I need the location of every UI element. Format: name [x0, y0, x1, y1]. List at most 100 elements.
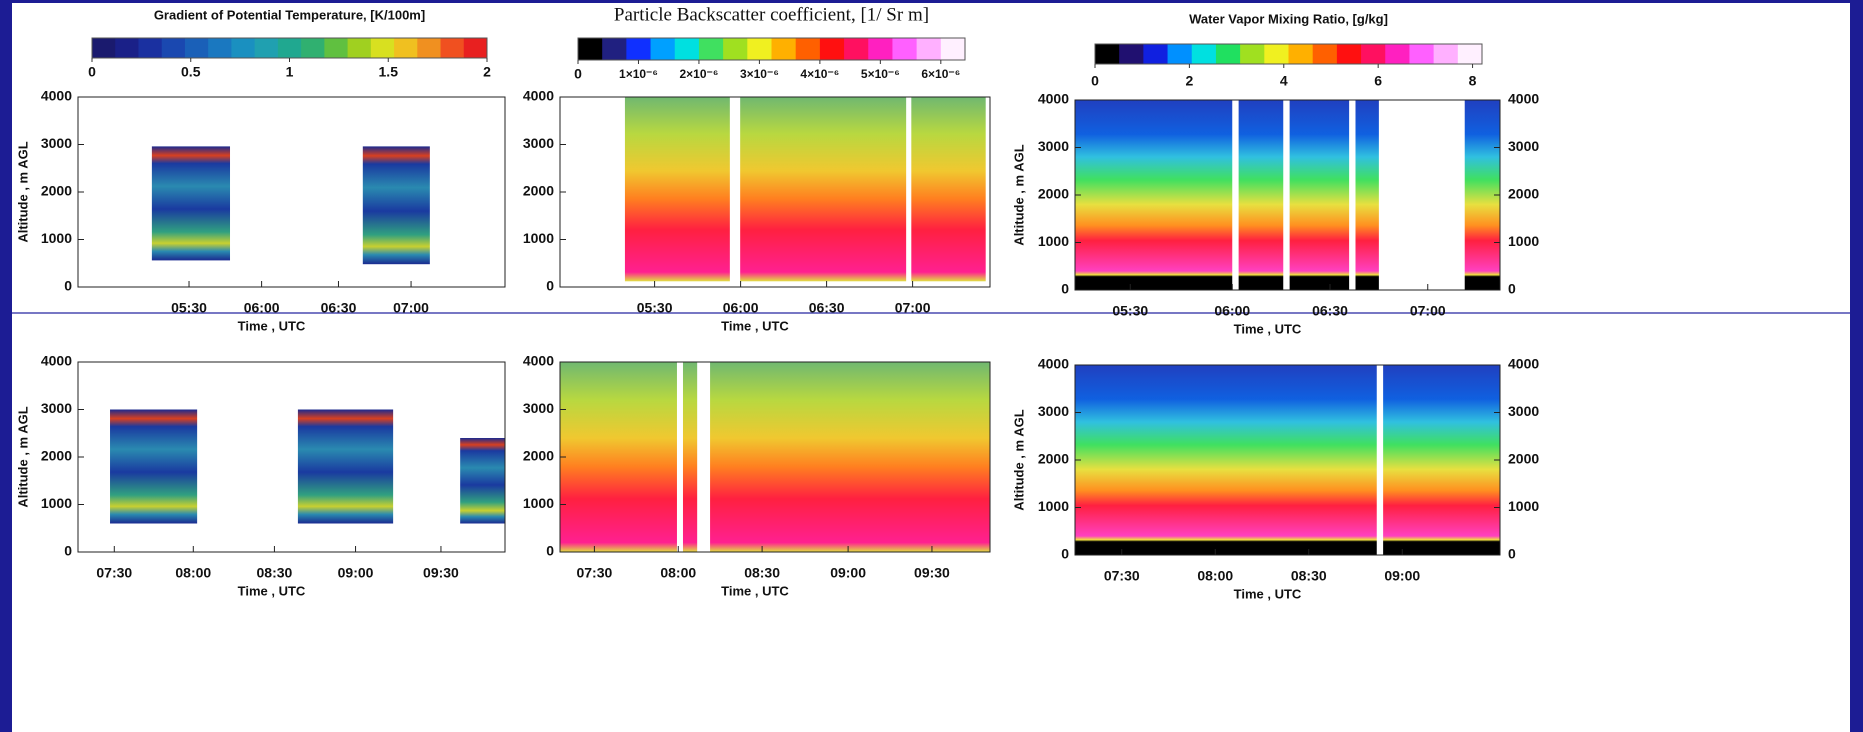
colorbar-swatch: [940, 38, 966, 60]
y-tick-label: 0: [64, 278, 72, 294]
field: [1075, 365, 1377, 555]
y2-tick-label: 1000: [1508, 233, 1539, 249]
colorbar-swatch: [723, 38, 748, 60]
colorbar-swatch: [602, 38, 627, 60]
x-tick-label: 09:00: [1384, 568, 1420, 584]
colorbar-swatch: [1215, 44, 1241, 64]
y2-tick-label: 4000: [1508, 91, 1539, 107]
x-tick-label: 06:00: [1214, 303, 1250, 319]
x-tick-label: 08:00: [1197, 568, 1233, 584]
x-tick-label: 07:00: [393, 300, 429, 316]
colorbar-swatch: [626, 38, 652, 60]
field: [682, 362, 698, 552]
x-tick-label: 09:00: [338, 565, 374, 581]
x-tick-label: 07:00: [1410, 303, 1446, 319]
y-tick-label: 2000: [41, 183, 72, 199]
colorbar-tick-label: 0: [88, 64, 96, 80]
colorbar-swatch: [1240, 44, 1265, 64]
y-tick-label: 0: [64, 543, 72, 559]
field: [911, 97, 986, 282]
y2-tick-label: 2000: [1508, 186, 1539, 202]
field: [362, 146, 430, 265]
x-tick-label: 08:00: [175, 565, 211, 581]
colorbar-swatch: [161, 38, 186, 58]
x-tick-label: 08:30: [257, 565, 293, 581]
colorbar-tick-label: 2: [483, 64, 491, 80]
y2-tick-label: 4000: [1508, 356, 1539, 372]
x-tick-label: 05:30: [171, 300, 207, 316]
colorbar-tick-label: 1.5: [379, 64, 399, 80]
field: [624, 97, 730, 282]
x-axis-label: Time , UTC: [238, 318, 306, 333]
colorbar-frame: [577, 37, 966, 61]
field: [110, 409, 198, 524]
x-tick-label: 07:30: [96, 565, 132, 581]
y-tick-label: 2000: [523, 448, 554, 464]
x-axis-label: Time , UTC: [1234, 321, 1302, 336]
colorbar-swatch: [844, 38, 869, 60]
field: [1238, 100, 1284, 290]
y-tick-label: 3000: [41, 135, 72, 151]
colorbar-swatch: [1119, 44, 1144, 64]
colorbar-swatch: [254, 38, 279, 58]
colorbar-title: Particle Backscatter coefficient, [1/ Sr…: [614, 4, 929, 25]
colorbar-tick-label: 4: [1280, 73, 1288, 89]
colorbar-swatch: [301, 38, 325, 58]
y-tick-label: 2000: [41, 448, 72, 464]
colorbar-swatch: [324, 38, 349, 58]
y-tick-label: 4000: [523, 353, 554, 369]
y-tick-label: 1000: [1038, 233, 1069, 249]
field: [1289, 100, 1350, 290]
colorbar-swatch: [795, 38, 821, 60]
x-tick-label: 06:30: [1312, 303, 1348, 319]
colorbar-swatch: [1409, 44, 1435, 64]
field: [560, 362, 677, 552]
y-tick-label: 1000: [41, 230, 72, 246]
colorbar-tick-label: 0: [574, 66, 582, 82]
colorbar-swatch: [394, 38, 418, 58]
y-tick-label: 0: [546, 543, 554, 559]
x-axis-label: Time , UTC: [238, 583, 306, 598]
y-tick-label: 2000: [523, 183, 554, 199]
y-tick-label: 0: [1061, 546, 1069, 562]
colorbar-swatch: [892, 38, 918, 60]
colorbar-swatch: [463, 38, 488, 58]
colorbar-swatch: [1457, 44, 1483, 64]
colorbar-swatch: [771, 38, 797, 60]
colorbar-swatch: [138, 38, 163, 58]
y-axis-label: Altitude , m AGL: [15, 141, 30, 242]
colorbar-swatch: [674, 38, 700, 60]
y-tick-label: 4000: [41, 88, 72, 104]
y-tick-label: 1000: [523, 230, 554, 246]
x-axis-label: Time , UTC: [721, 583, 789, 598]
colorbar-swatch: [1312, 44, 1338, 64]
colorbar-tick-label: 3×10⁻⁶: [740, 67, 779, 81]
x-tick-label: 05:30: [637, 300, 673, 316]
y-tick-label: 0: [546, 278, 554, 294]
field: [740, 97, 907, 282]
colorbar-swatch: [1336, 44, 1362, 64]
y-tick-label: 4000: [523, 88, 554, 104]
x-tick-label: 06:30: [321, 300, 357, 316]
colorbar-swatch: [92, 38, 116, 58]
x-tick-label: 09:00: [830, 565, 866, 581]
colorbar-swatch: [370, 38, 395, 58]
colorbar-swatch: [1433, 44, 1459, 64]
colorbar-tick-label: 6: [1374, 73, 1382, 89]
x-tick-label: 07:00: [895, 300, 931, 316]
colorbar-swatch: [1361, 44, 1386, 64]
colorbar-swatch: [1095, 44, 1120, 64]
y2-tick-label: 3000: [1508, 403, 1539, 419]
y-tick-label: 3000: [1038, 403, 1069, 419]
y2-tick-label: 0: [1508, 546, 1516, 562]
colorbar-swatch: [417, 38, 442, 58]
y-tick-label: 4000: [41, 353, 72, 369]
colorbar-title: Gradient of Potential Temperature, [K/10…: [154, 7, 425, 22]
colorbar-swatch: [1264, 44, 1289, 64]
y-tick-label: 2000: [1038, 186, 1069, 202]
y2-tick-label: 0: [1508, 281, 1516, 297]
x-tick-label: 05:30: [1112, 303, 1148, 319]
colorbar-swatch: [347, 38, 372, 58]
